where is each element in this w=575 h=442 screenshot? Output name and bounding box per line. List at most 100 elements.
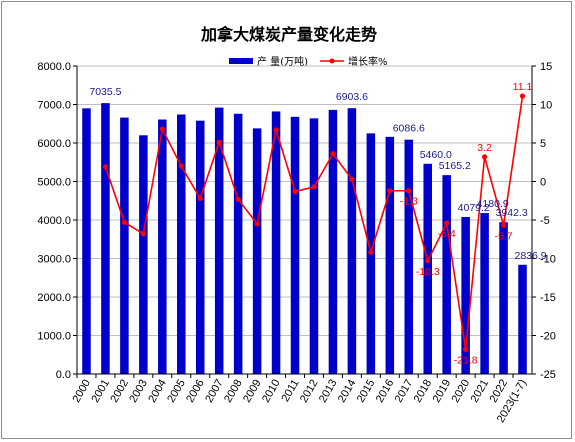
x-tick-label: 2018 [412, 378, 435, 405]
growth-point [311, 184, 317, 190]
growth-point [235, 196, 241, 202]
growth-point [519, 93, 526, 99]
x-tick-label: 2015 [355, 378, 378, 405]
bar-value-label: 6086.6 [393, 123, 425, 135]
bar-series [82, 103, 527, 375]
legend-bar-swatch [229, 58, 253, 64]
x-tick-label: 2020 [450, 378, 473, 405]
line-series [102, 93, 526, 352]
left-tick-label: 5000.0 [37, 177, 71, 189]
x-tick-label: 2005 [165, 378, 188, 405]
bar-value-label: 4180.9 [477, 198, 509, 210]
left-tick-label: 1000.0 [37, 331, 71, 343]
x-tick-label: 2016 [374, 378, 397, 405]
bar [101, 103, 110, 375]
left-tick-label: 3000.0 [37, 254, 71, 266]
x-tick-label: 2013 [317, 378, 340, 405]
bar [195, 120, 205, 374]
growth-point [368, 249, 374, 255]
right-tick-label: -15 [540, 292, 556, 304]
bar [271, 111, 281, 375]
x-tick-label: 2006 [184, 378, 207, 405]
right-tick-label: -20 [540, 331, 556, 343]
growth-point [121, 219, 127, 225]
x-tick-label: 2000 [70, 378, 93, 405]
growth-point [425, 258, 431, 264]
legend: 产 量(万吨) 增长率% [229, 55, 388, 68]
bar-value-label: 6903.6 [336, 91, 368, 103]
growth-point [349, 176, 355, 182]
bar [328, 109, 338, 374]
growth-value-label: 3.2 [477, 142, 492, 154]
bar-value-label: 5460.0 [420, 149, 452, 161]
right-tick-label: 0 [540, 177, 546, 189]
left-tick-label: 4000.0 [37, 215, 71, 227]
bar [347, 108, 357, 375]
growth-point [216, 139, 222, 145]
right-tick-label: 5 [540, 138, 546, 150]
growth-point [140, 231, 146, 237]
bar-value-label: 3942.3 [496, 207, 528, 219]
bar-value-label: 7035.5 [89, 86, 121, 98]
growth-point [500, 222, 507, 228]
x-tick-label: 2012 [298, 378, 321, 405]
growth-point [292, 188, 298, 195]
x-tick-label: 2008 [222, 378, 245, 405]
growth-point [197, 195, 203, 202]
growth-point [406, 188, 412, 194]
right-tick-label: -5 [540, 215, 550, 227]
x-tick-label: 2010 [260, 378, 283, 405]
left-tick-label: 8000.0 [37, 61, 71, 73]
x-tick-label: 2003 [127, 378, 150, 405]
right-tick-label: 10 [540, 100, 552, 112]
bar [233, 113, 243, 375]
legend-line-marker [329, 58, 335, 64]
legend-line-label: 增长率% [348, 55, 388, 68]
bar [404, 139, 414, 374]
x-tick-label: 2002 [108, 378, 131, 405]
growth-value-label: -1.3 [400, 196, 418, 208]
growth-point [254, 221, 260, 227]
bar [158, 119, 167, 374]
bar [214, 107, 224, 374]
x-tick-label: 2009 [241, 378, 264, 405]
growth-value-label: 11.1 [513, 81, 533, 93]
growth-point [482, 154, 488, 160]
x-tick-label: 2014 [336, 378, 359, 405]
bar [139, 135, 148, 374]
bar [518, 264, 527, 374]
growth-point [387, 188, 393, 194]
growth-point [159, 126, 165, 132]
x-tick-label: 2001 [89, 378, 112, 405]
growth-value-label: -21.8 [454, 354, 478, 366]
bar [385, 136, 395, 374]
left-tick-label: 2000.0 [37, 292, 71, 304]
legend-bar-label: 产 量(万吨) [257, 55, 308, 68]
bar-value-label: 5165.2 [439, 160, 471, 172]
growth-value-label: -5.4 [438, 228, 456, 240]
x-tick-label: 2007 [203, 378, 226, 405]
growth-point [444, 220, 450, 226]
left-tick-label: 0.0 [56, 369, 71, 381]
right-tick-label: -25 [540, 369, 556, 381]
x-tick-label: 2004 [146, 378, 169, 405]
bar [120, 117, 129, 374]
bar [177, 114, 186, 374]
bar [480, 213, 489, 374]
bar [442, 175, 451, 374]
bar [461, 216, 470, 374]
x-tick-label: 2017 [393, 378, 416, 405]
growth-value-label: -5.7 [495, 230, 513, 242]
left-tick-label: 7000.0 [37, 100, 71, 112]
right-tick-label: -10 [540, 254, 556, 266]
growth-point [178, 163, 184, 169]
growth-point [463, 346, 469, 352]
bar-value-label: 2836.9 [515, 250, 547, 262]
bar [423, 163, 432, 374]
chart-title: 加拿大煤炭产量变化走势 [200, 25, 377, 44]
bar [252, 128, 262, 374]
bar [290, 116, 300, 374]
left-tick-label: 6000.0 [37, 138, 71, 150]
